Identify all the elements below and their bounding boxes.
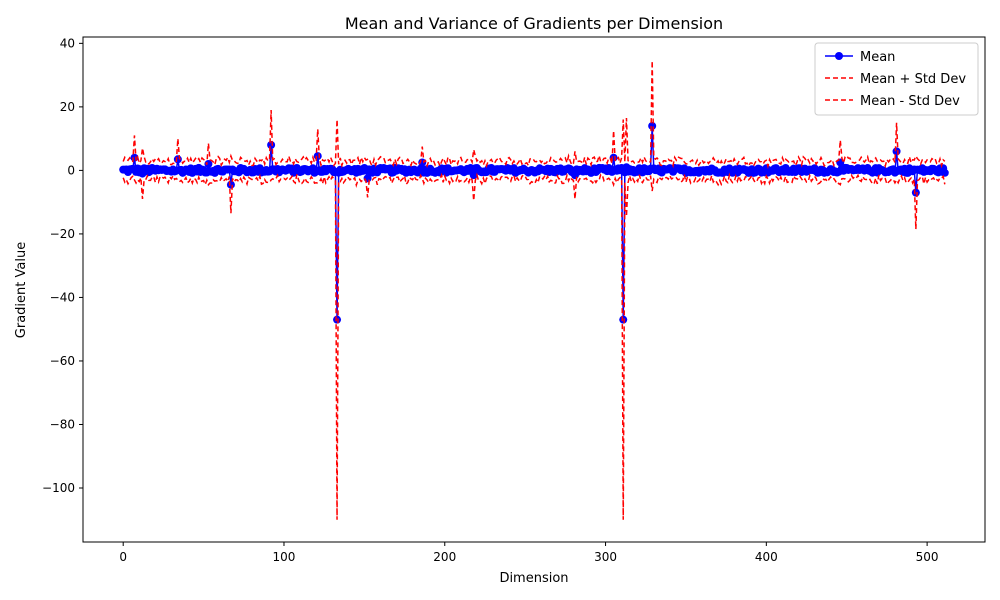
mean-point xyxy=(313,152,322,161)
mean-point xyxy=(911,188,920,197)
mean-point xyxy=(333,315,342,324)
y-axis: 40 20 0 −20 −40 −60 −80 −100 xyxy=(42,36,83,495)
mean-point xyxy=(267,140,276,149)
y-axis-label: Gradient Value xyxy=(14,242,29,338)
series-mean-markers xyxy=(119,121,949,324)
x-axis: 0 100 200 300 400 500 xyxy=(119,542,939,564)
x-tick-label: 400 xyxy=(755,550,778,564)
x-tick-label: 0 xyxy=(119,550,127,564)
legend-label-mean: Mean xyxy=(860,50,895,65)
y-tick-label: 0 xyxy=(67,163,75,177)
x-tick-label: 300 xyxy=(594,550,617,564)
x-tick-label: 500 xyxy=(916,550,939,564)
series-lower-line xyxy=(122,172,946,520)
chart-title: Mean and Variance of Gradients per Dimen… xyxy=(345,14,723,33)
plot-area xyxy=(83,37,985,542)
y-tick-label: 20 xyxy=(60,100,75,114)
mean-point xyxy=(648,121,657,130)
x-tick-label: 100 xyxy=(273,550,296,564)
series-layer xyxy=(119,60,949,520)
legend-mean-marker xyxy=(835,52,843,60)
x-axis-label: Dimension xyxy=(499,571,568,586)
mean-point xyxy=(226,180,235,189)
plot-frame xyxy=(82,36,986,543)
mean-point xyxy=(940,168,949,177)
y-tick-label: −40 xyxy=(50,290,75,304)
mean-point xyxy=(469,171,478,180)
y-tick-label: −20 xyxy=(50,227,75,241)
mean-point xyxy=(892,147,901,156)
mean-point xyxy=(204,160,213,169)
legend-frame xyxy=(814,42,979,116)
y-tick-label: 40 xyxy=(60,36,75,50)
legend-label-lower: Mean - Std Dev xyxy=(860,94,960,109)
x-tick-label: 200 xyxy=(433,550,456,564)
series-upper-line xyxy=(122,60,946,170)
mean-point xyxy=(619,315,628,324)
legend: Mean Mean + Std Dev Mean - Std Dev xyxy=(814,42,979,116)
legend-label-upper: Mean + Std Dev xyxy=(860,72,966,87)
y-tick-label: −60 xyxy=(50,354,75,368)
y-tick-label: −100 xyxy=(42,481,75,495)
y-tick-label: −80 xyxy=(50,417,75,431)
